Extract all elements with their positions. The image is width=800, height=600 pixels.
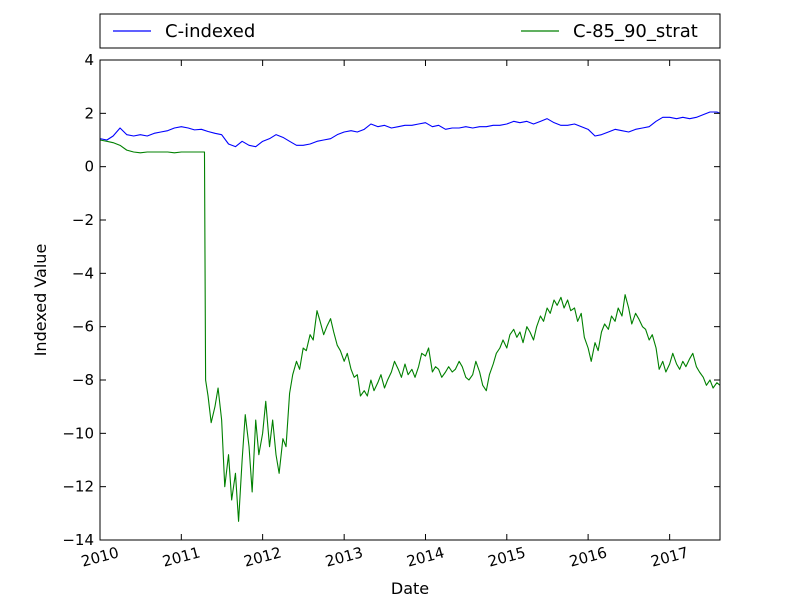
x-axis-title: Date (391, 579, 429, 598)
y-tick-label: −4 (72, 264, 94, 282)
y-tick-label: −8 (72, 371, 94, 389)
y-tick-label: −12 (62, 478, 94, 496)
x-tick-label: 2013 (323, 543, 365, 570)
y-tick-label: −14 (62, 531, 94, 549)
y-tick-label: −6 (72, 318, 94, 336)
plot-frame (99, 59, 721, 541)
x-tick-label: 2014 (405, 543, 447, 570)
y-tick-label: −2 (72, 211, 94, 229)
y-tick-label: 4 (84, 51, 94, 69)
y-axis-title: Indexed Value (31, 244, 50, 357)
legend-box (99, 13, 721, 49)
legend: C-indexed C-85_90_strat (99, 13, 721, 49)
x-tick-label: 2016 (567, 543, 609, 570)
y-tick-label: 2 (84, 104, 94, 122)
plot-area (100, 111, 720, 522)
legend-label: C-85_90_strat (573, 21, 698, 42)
x-tick-label: 2017 (649, 543, 691, 570)
y-tick-label: 0 (84, 158, 94, 176)
legend-label: C-indexed (165, 21, 255, 42)
x-tick-label: 2015 (486, 543, 528, 570)
x-tick-label: 2011 (161, 543, 203, 570)
y-tick-label: −10 (62, 424, 94, 442)
x-tick-label: 2012 (242, 543, 284, 570)
series-line-C-indexed (100, 111, 720, 148)
series-line-C-85_90_strat (100, 139, 720, 522)
